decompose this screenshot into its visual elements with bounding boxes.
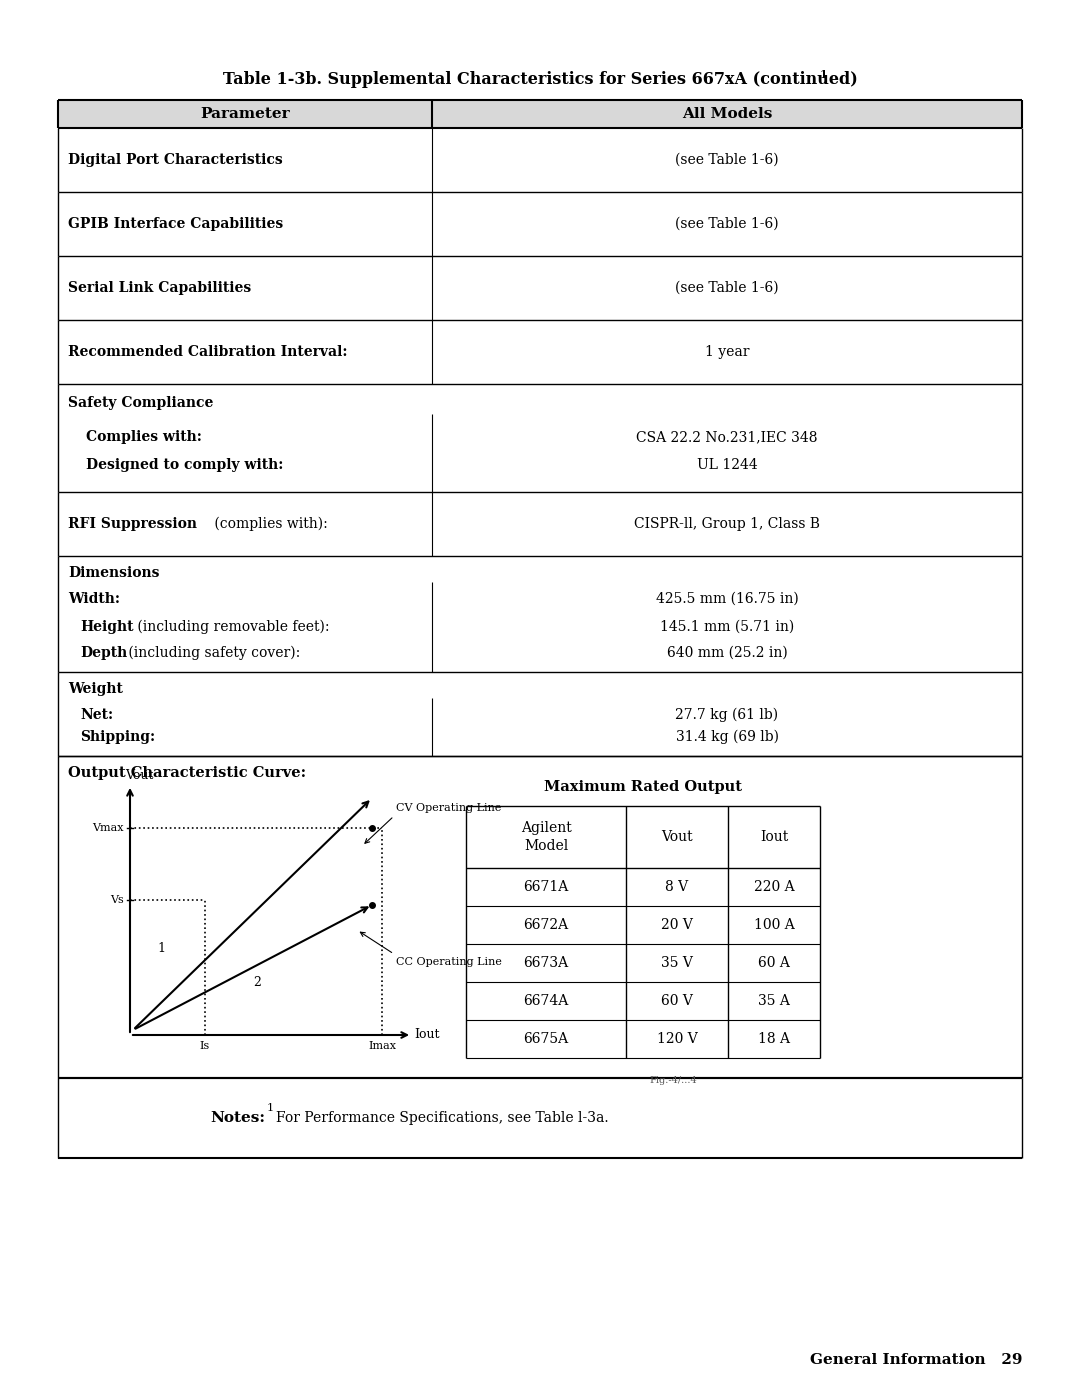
Text: Weight: Weight [68,682,123,696]
Text: 100 A: 100 A [754,918,795,932]
Text: 60 A: 60 A [758,956,789,970]
Text: 1: 1 [267,1104,274,1113]
Text: Width:: Width: [68,592,120,606]
Text: 425.5 mm (16.75 in): 425.5 mm (16.75 in) [656,592,798,606]
Text: 6672A: 6672A [524,918,568,932]
Text: 35 A: 35 A [758,995,789,1009]
Text: 8 V: 8 V [665,880,689,894]
Text: RFI Suppression: RFI Suppression [68,517,197,531]
Text: Vs: Vs [110,895,124,905]
Text: 1: 1 [820,68,827,80]
Text: Digital Port Characteristics: Digital Port Characteristics [68,154,283,168]
Text: General Information   29: General Information 29 [810,1354,1022,1368]
Text: Height: Height [80,620,134,634]
Text: Vout: Vout [125,768,153,782]
Text: 6673A: 6673A [524,956,568,970]
Text: 220 A: 220 A [754,880,794,894]
Text: 18 A: 18 A [758,1032,789,1046]
Text: 6674A: 6674A [524,995,569,1009]
Text: Imax: Imax [368,1041,396,1051]
Text: Shipping:: Shipping: [80,731,156,745]
Text: Parameter: Parameter [200,108,289,122]
Text: 27.7 kg (61 lb): 27.7 kg (61 lb) [675,708,779,722]
Text: 1: 1 [158,943,165,956]
Text: Iout: Iout [414,1028,440,1042]
Text: (complies with):: (complies with): [210,517,327,531]
Text: CISPR-ll, Group 1, Class B: CISPR-ll, Group 1, Class B [634,517,820,531]
Text: (see Table 1-6): (see Table 1-6) [675,281,779,295]
Text: Depth: Depth [80,645,127,659]
Text: (see Table 1-6): (see Table 1-6) [675,154,779,168]
Text: All Models: All Models [681,108,772,122]
Text: 2: 2 [254,977,261,989]
Text: Dimensions: Dimensions [68,566,160,580]
Text: Designed to comply with:: Designed to comply with: [86,458,283,472]
Text: Maximum Rated Output: Maximum Rated Output [544,780,742,793]
Text: Vout: Vout [661,830,692,844]
Text: 35 V: 35 V [661,956,693,970]
Text: 1 year: 1 year [705,345,750,359]
Text: GPIB Interface Capabilities: GPIB Interface Capabilities [68,217,283,231]
Text: Recommended Calibration Interval:: Recommended Calibration Interval: [68,345,348,359]
Text: Table 1-3b. Supplemental Characteristics for Series 667xA (continued): Table 1-3b. Supplemental Characteristics… [222,71,858,88]
Text: Output Characteristic Curve:: Output Characteristic Curve: [68,766,306,780]
Text: Net:: Net: [80,708,113,722]
Text: 6671A: 6671A [524,880,569,894]
Text: For Performance Specifications, see Table l-3a.: For Performance Specifications, see Tabl… [276,1111,609,1125]
Text: Fig.-4/...4: Fig.-4/...4 [649,1076,697,1085]
Text: CSA 22.2 No.231,IEC 348: CSA 22.2 No.231,IEC 348 [636,430,818,444]
Bar [58,101,1022,129]
Text: Notes:: Notes: [210,1111,265,1125]
Text: Safety Compliance: Safety Compliance [68,395,214,409]
Text: 20 V: 20 V [661,918,693,932]
Text: 145.1 mm (5.71 in): 145.1 mm (5.71 in) [660,620,794,634]
Text: 31.4 kg (69 lb): 31.4 kg (69 lb) [675,731,779,745]
Text: (see Table 1-6): (see Table 1-6) [675,217,779,231]
Text: (including safety cover):: (including safety cover): [124,645,300,661]
Text: (including removable feet):: (including removable feet): [133,620,329,634]
Text: Vmax: Vmax [93,823,124,833]
Text: CV Operating Line: CV Operating Line [396,803,501,813]
Text: Is: Is [200,1041,211,1051]
Text: UL 1244: UL 1244 [697,458,757,472]
Text: 640 mm (25.2 in): 640 mm (25.2 in) [666,645,787,659]
Text: Complies with:: Complies with: [86,430,202,444]
Text: Serial Link Capabilities: Serial Link Capabilities [68,281,252,295]
Text: 6675A: 6675A [524,1032,568,1046]
Text: Agilent
Model: Agilent Model [521,821,571,852]
Text: 60 V: 60 V [661,995,693,1009]
Text: 120 V: 120 V [657,1032,698,1046]
Text: CC Operating Line: CC Operating Line [396,957,502,967]
Text: Iout: Iout [760,830,788,844]
